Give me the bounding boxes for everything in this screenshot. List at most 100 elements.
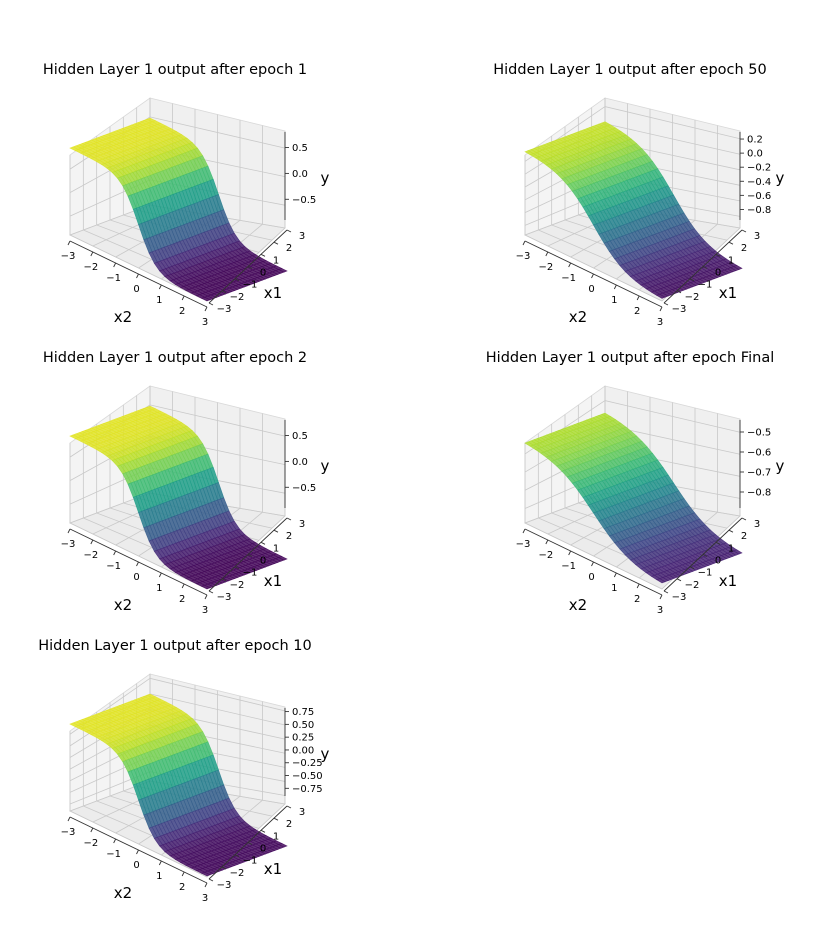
x1-tick-label: 2 (286, 819, 292, 830)
x1-tick-label: −3 (672, 592, 687, 603)
x2-tick (545, 539, 549, 545)
x1-axis-label: x1 (719, 284, 737, 302)
x1-tick (208, 590, 214, 594)
x2-tick (67, 528, 71, 534)
x1-tick (208, 302, 214, 306)
subplot-1: Hidden Layer 1 output after epoch 1−3−2−… (43, 62, 330, 328)
x2-tick-label: 1 (156, 295, 162, 306)
x1-tick (260, 253, 266, 257)
x1-tick (234, 278, 240, 282)
x1-tick (234, 566, 240, 570)
y-tick-label: −0.25 (292, 758, 323, 769)
y-tick-label: 0.50 (292, 720, 314, 731)
x1-tick-label: −1 (243, 568, 258, 579)
x2-tick-label: −2 (538, 262, 553, 273)
x2-tick-label: 1 (156, 583, 162, 594)
x2-tick-label: 3 (202, 893, 208, 904)
x2-tick (568, 550, 572, 556)
x2-tick-label: 0 (588, 284, 594, 295)
x2-tick (113, 838, 117, 844)
x1-tick (728, 241, 734, 245)
x2-tick-label: 3 (657, 605, 663, 616)
axes (522, 132, 747, 312)
x1-tick (676, 578, 682, 582)
y-axis-label: y (776, 457, 785, 475)
surface (524, 121, 743, 299)
x1-tick (689, 278, 695, 282)
x1-tick-label: 1 (273, 255, 279, 266)
x2-tick-label: 2 (634, 306, 640, 317)
x1-tick (715, 253, 721, 257)
axes (67, 708, 292, 888)
x2-tick (204, 306, 208, 312)
chart-title: Hidden Layer 1 output after epoch 2 (43, 350, 307, 366)
x1-tick-label: 1 (273, 831, 279, 842)
x2-tick-label: 3 (657, 317, 663, 328)
x2-tick-label: 1 (611, 295, 617, 306)
x2-tick-label: −1 (106, 561, 121, 572)
x2-axis-label: x2 (569, 596, 587, 614)
x2-tick-label: 2 (179, 594, 185, 605)
x2-tick (659, 306, 663, 312)
x2-tick-label: −3 (61, 251, 76, 262)
y-axis-label: y (776, 169, 785, 187)
x2-tick (545, 251, 549, 257)
x2-tick-label: −2 (83, 550, 98, 561)
y-tick-label: −0.2 (747, 163, 771, 174)
x1-tick-label: 3 (299, 231, 305, 242)
y-tick-label: 0.00 (292, 745, 314, 756)
x1-tick (247, 554, 253, 557)
x1-tick (247, 266, 253, 269)
y-tick-label: 0.0 (292, 169, 308, 180)
y-tick-label: −0.5 (292, 195, 316, 206)
x2-tick (67, 240, 71, 246)
x1-tick (273, 241, 279, 245)
y-tick-label: −0.8 (747, 205, 771, 216)
x1-axis-label: x1 (264, 860, 282, 878)
y-tick-label: 0.5 (292, 143, 308, 154)
x1-tick-label: −3 (672, 304, 687, 315)
subplot-3: Hidden Layer 1 output after epoch 2−3−2−… (43, 350, 330, 616)
x1-tick-label: −2 (685, 580, 700, 591)
surface-patch (656, 578, 666, 584)
axes (67, 420, 292, 600)
x2-tick-label: 0 (588, 572, 594, 583)
x1-tick-label: −1 (243, 856, 258, 867)
x1-tick (286, 517, 292, 521)
subplot-2: Hidden Layer 1 output after epoch 50 −3 −2… (493, 62, 784, 328)
x2-tick (158, 284, 162, 290)
axes (67, 132, 292, 312)
x1-tick (286, 805, 292, 809)
x1-tick-label: 0 (260, 556, 266, 567)
x1-tick-label: −1 (243, 280, 258, 291)
x1-tick (221, 290, 227, 294)
x1-axis-label: x1 (264, 572, 282, 590)
x1-tick-label: −3 (217, 880, 232, 891)
x2-tick-label: −1 (106, 273, 121, 284)
x2-tick-label: −1 (561, 273, 576, 284)
x1-tick (715, 541, 721, 545)
x1-tick-label: −2 (230, 292, 245, 303)
x1-tick (208, 878, 214, 882)
x1-tick-label: 3 (299, 807, 305, 818)
x2-tick (90, 251, 94, 257)
x2-tick (158, 572, 162, 578)
chart-title: Hidden Layer 1 output after epoch 10 (38, 638, 312, 654)
chart-title: Hidden Layer 1 output after epoch 50 (493, 62, 767, 78)
x1-tick-label: 3 (754, 231, 760, 242)
y-tick-label: 0.25 (292, 733, 314, 744)
y-axis-label: y (321, 457, 330, 475)
x1-tick-label: 0 (260, 844, 266, 855)
surface (69, 117, 288, 302)
x2-tick (113, 550, 117, 556)
x1-tick-label: 2 (741, 531, 747, 542)
x2-tick (204, 882, 208, 888)
x1-tick (663, 302, 669, 306)
x2-tick (522, 240, 526, 246)
x1-tick-label: 0 (715, 268, 721, 279)
x2-tick-label: 3 (202, 605, 208, 616)
y-axis-label: y (321, 745, 330, 763)
x2-tick-label: −2 (538, 550, 553, 561)
x1-tick-label: 1 (273, 543, 279, 554)
